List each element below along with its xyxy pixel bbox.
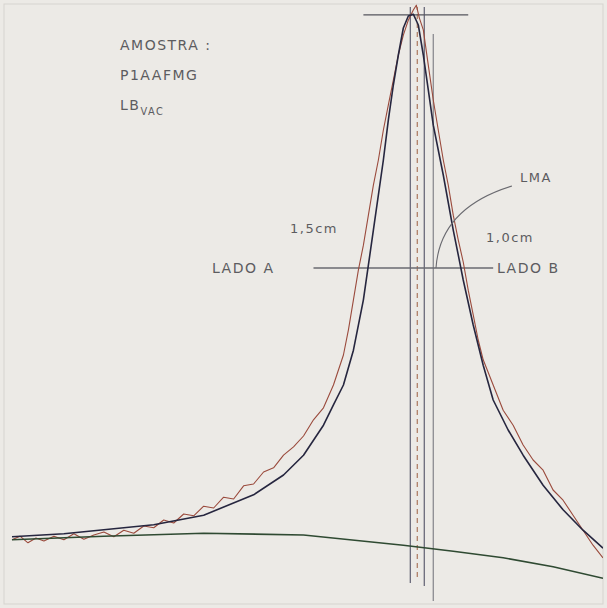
annotation: LMA bbox=[520, 170, 552, 185]
leader-line bbox=[436, 186, 512, 268]
vertical-line bbox=[410, 7, 411, 583]
annotation-text: LADO A bbox=[212, 260, 275, 276]
annotation: AMOSTRA : bbox=[120, 37, 212, 53]
annotation-text: P1AAFMG bbox=[120, 67, 198, 83]
annotation-subscript: VAC bbox=[140, 106, 164, 117]
annotation-text: LB bbox=[120, 97, 140, 113]
series-line bbox=[12, 5, 603, 558]
horizontal-line bbox=[363, 14, 468, 15]
annotation: P1AAFMG bbox=[120, 67, 198, 83]
series-line bbox=[12, 14, 603, 548]
plot-frame bbox=[4, 4, 603, 604]
annotation-text: 1,0cm bbox=[486, 230, 534, 245]
annotation-text: 1,5cm bbox=[290, 221, 338, 236]
series-line bbox=[12, 533, 603, 578]
chart: AMOSTRA : P1AAFMG LBVAC 1,5cm 1,0cm LADO A LAD… bbox=[0, 0, 607, 608]
annotation: 1,5cm bbox=[290, 221, 338, 236]
annotation: LADO A bbox=[212, 260, 275, 276]
horizontal-line bbox=[313, 267, 493, 268]
vertical-line bbox=[424, 7, 425, 586]
annotation-text: LADO B bbox=[497, 260, 560, 276]
vertical-line bbox=[417, 7, 418, 577]
annotation: LADO B bbox=[497, 260, 560, 276]
annotations: AMOSTRA : P1AAFMG LBVAC 1,5cm 1,0cm LADO A LAD… bbox=[120, 37, 560, 276]
annotation: LBVAC bbox=[120, 97, 164, 117]
annotation-text: AMOSTRA : bbox=[120, 37, 212, 53]
annotation-text: LMA bbox=[520, 170, 552, 185]
plot-area bbox=[12, 5, 603, 601]
annotation: 1,0cm bbox=[486, 230, 534, 245]
background bbox=[0, 0, 607, 608]
